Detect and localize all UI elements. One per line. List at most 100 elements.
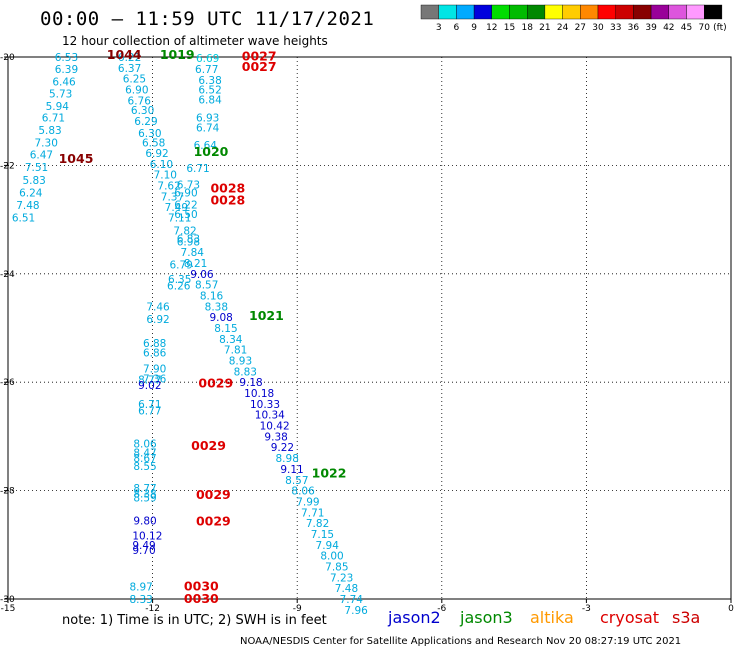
color-swatch	[597, 4, 616, 20]
swh-value-label: 8.38	[133, 488, 156, 500]
color-swatch	[420, 4, 439, 20]
swh-value-label: 8.00	[320, 551, 343, 563]
swh-value-label: 6.10	[150, 159, 173, 171]
swh-value-label: 6.30	[138, 128, 161, 140]
swh-value-label: 7.23	[330, 572, 353, 584]
color-scale-tick: 36	[628, 23, 640, 33]
pass-id-label: 0029	[196, 513, 231, 528]
swh-value-label: 7.84	[181, 247, 205, 259]
swh-value-label: 6.24	[19, 188, 43, 200]
legend-s3a: s3a	[672, 608, 701, 627]
swh-value-label: 7.82	[306, 518, 329, 530]
x-tick-label: 0	[728, 604, 734, 614]
swh-value-label: 7.82	[173, 225, 196, 237]
swh-value-label: 6.69	[196, 53, 219, 65]
pass-id-label: 0028	[210, 181, 245, 196]
swh-value-label: 7.36	[143, 373, 167, 385]
swh-value-label: 8.57	[195, 280, 218, 292]
x-tick-label: -3	[582, 604, 591, 614]
color-swatch	[527, 4, 546, 20]
swh-value-label: 6.26	[167, 281, 191, 293]
y-tick-label: -28	[0, 487, 15, 497]
swh-value-label: 7.85	[325, 561, 348, 573]
swh-value-label: 8.21	[184, 258, 207, 270]
pass-id-label: 0029	[191, 438, 226, 453]
swh-value-label: 7.90	[143, 364, 166, 376]
swh-value-label: 9.38	[264, 431, 287, 443]
legend-cryosat: cryosat	[600, 608, 660, 627]
x-tick-label: -15	[1, 604, 16, 614]
pass-id-label: 1020	[194, 144, 229, 159]
color-swatch	[650, 4, 669, 20]
swh-value-label: 8.06	[133, 438, 157, 450]
swh-value-label: 6.77	[195, 64, 218, 76]
swh-value-label: 9.80	[133, 515, 156, 527]
swh-value-label: 8.77	[133, 483, 156, 495]
color-scale-tick: 70	[698, 23, 710, 33]
color-swatch	[633, 4, 652, 20]
x-tick-label: -9	[293, 604, 302, 614]
color-swatch	[438, 4, 457, 20]
swh-points: 6.536.396.465.735.946.715.837.306.477.51…	[12, 52, 368, 617]
swh-value-label: 6.88	[143, 338, 166, 350]
swh-value-label: 5.94	[46, 101, 70, 113]
swh-value-label: 6.76	[128, 95, 152, 107]
swh-value-label: 6.92	[146, 314, 169, 326]
swh-value-label: 7.49	[165, 202, 188, 214]
legend-altika: altika	[530, 608, 574, 627]
swh-value-label: 7.71	[301, 507, 324, 519]
swh-value-label: 9.08	[209, 312, 232, 324]
pass-id-label: 1022	[312, 465, 347, 480]
swh-value-label: 6.86	[143, 347, 167, 359]
pass-id-label: 0029	[196, 487, 231, 502]
swh-value-label: 7.30	[35, 138, 58, 150]
swh-value-label: 6.22	[118, 52, 141, 64]
swh-value-label: 8.38	[205, 301, 228, 313]
swh-value-label: 6.92	[145, 148, 168, 160]
swh-value-label: 6.58	[142, 138, 165, 150]
swh-value-label: 6.37	[118, 63, 141, 75]
color-scale-unit: (ft)	[713, 23, 727, 33]
swh-value-label: 7.94	[316, 540, 340, 552]
swh-value-label: 10.18	[244, 388, 274, 400]
swh-value-label: 6.22	[174, 199, 197, 211]
swh-value-label: 6.39	[55, 64, 78, 76]
swh-value-label: 6.30	[131, 105, 154, 117]
color-swatch	[704, 4, 723, 20]
swh-value-label: 8.77	[138, 374, 161, 386]
color-scale-tick: 27	[575, 23, 586, 33]
swh-value-label: 6.71	[138, 399, 161, 411]
color-scale-tick: 15	[504, 23, 515, 33]
x-tick-label: -6	[437, 604, 446, 614]
swh-value-label: 6.98	[177, 236, 200, 248]
pass-id-label: 0030	[184, 591, 219, 606]
swh-value-label: 10.12	[132, 531, 162, 543]
swh-value-label: 6.90	[174, 188, 197, 200]
color-scale-tick: 6	[454, 23, 460, 33]
swh-value-label: 7.81	[224, 345, 247, 357]
swh-value-label: 6.93	[196, 113, 219, 125]
swh-value-label: 6.35	[168, 274, 191, 286]
pass-id-label: 1019	[160, 47, 195, 62]
swh-value-label: 8.98	[276, 453, 299, 465]
color-scale-tick: 12	[486, 23, 497, 33]
swh-value-label: 6.73	[177, 179, 200, 191]
swh-value-label: 5.73	[49, 88, 72, 100]
swh-value-label: 7.37	[161, 191, 184, 203]
color-swatch	[615, 4, 634, 20]
swh-value-label: 8.16	[200, 290, 224, 302]
swh-value-label: 9.06	[190, 269, 214, 281]
color-scale-tick: 3	[436, 23, 442, 33]
swh-value-label: 6.90	[125, 85, 148, 97]
color-scale-tick: 45	[681, 23, 692, 33]
footer-credit: NOAA/NESDIS Center for Satellite Applica…	[240, 636, 682, 647]
swh-value-label: 8.55	[133, 461, 156, 473]
swh-value-label: 9.49	[132, 540, 155, 552]
pass-id-label: 1021	[249, 308, 284, 323]
swh-value-label: 7.62	[157, 180, 180, 192]
swh-value-label: 10.33	[250, 399, 280, 411]
pass-id-label: 0027	[242, 48, 277, 63]
y-tick-label: -26	[0, 378, 15, 388]
